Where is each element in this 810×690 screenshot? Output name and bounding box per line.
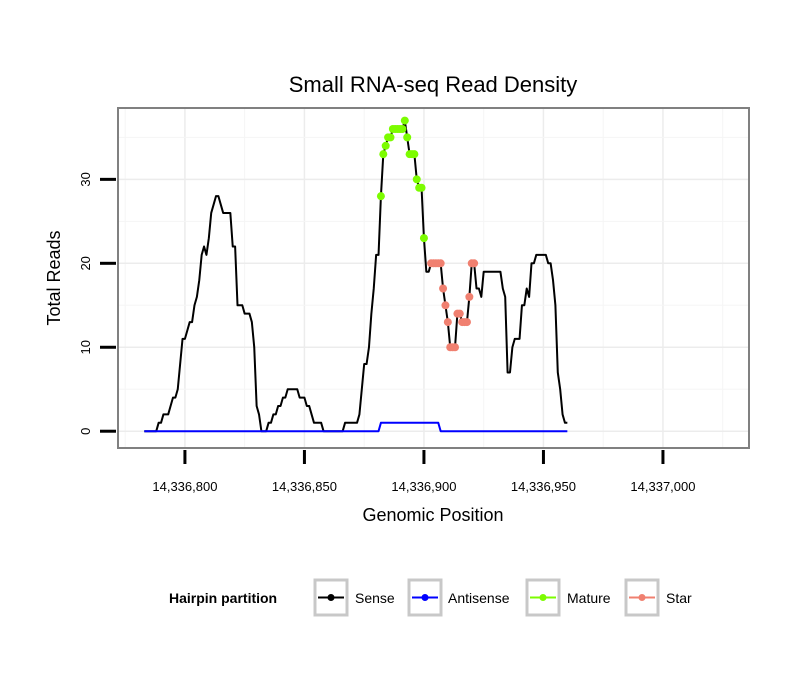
legend-key-point-star bbox=[638, 594, 646, 601]
data-point-mature bbox=[410, 150, 419, 159]
legend-label-mature: Mature bbox=[567, 590, 611, 606]
y-tick-label: 20 bbox=[78, 256, 93, 270]
data-point-mature bbox=[381, 141, 390, 150]
x-tick-label: 14,336,900 bbox=[391, 479, 456, 494]
chart-title: Small RNA-seq Read Density bbox=[289, 72, 578, 97]
data-series bbox=[144, 116, 568, 433]
legend-label-antisense: Antisense bbox=[448, 590, 510, 606]
data-point-mature bbox=[386, 133, 395, 142]
data-point-star bbox=[465, 292, 474, 301]
y-tick-label: 30 bbox=[78, 172, 93, 186]
legend-label-sense: Sense bbox=[355, 590, 395, 606]
data-point-star bbox=[462, 318, 471, 327]
legend-key-point-antisense bbox=[421, 594, 429, 601]
data-point-star bbox=[439, 284, 448, 293]
data-point-mature bbox=[400, 116, 409, 125]
x-tick-label: 14,337,000 bbox=[630, 479, 695, 494]
x-axis-title: Genomic Position bbox=[362, 505, 503, 525]
plot-panel bbox=[118, 108, 749, 448]
x-tick-label: 14,336,800 bbox=[152, 479, 217, 494]
y-axis: 0 10 20 30 bbox=[78, 172, 116, 435]
series-line-antisense bbox=[144, 421, 568, 433]
y-tick-label: 0 bbox=[78, 428, 93, 435]
data-point-mature bbox=[417, 183, 426, 192]
legend-key-point-sense bbox=[327, 594, 335, 601]
data-point-star bbox=[455, 309, 464, 318]
plot-border bbox=[117, 107, 750, 449]
data-point-mature bbox=[398, 124, 407, 133]
legend-title: Hairpin partition bbox=[169, 590, 277, 606]
legend-label-star: Star bbox=[666, 590, 692, 606]
data-point-mature bbox=[376, 192, 385, 201]
legend: Hairpin partition Sense Antisense Mature St… bbox=[169, 578, 692, 617]
data-point-mature bbox=[403, 133, 412, 142]
legend-key-point-mature bbox=[539, 594, 547, 601]
data-point-star bbox=[470, 259, 479, 268]
data-point-star bbox=[451, 343, 460, 352]
data-point-mature bbox=[412, 175, 421, 184]
data-point-mature bbox=[419, 234, 428, 243]
y-axis-title: Total Reads bbox=[44, 230, 64, 325]
x-tick-label: 14,336,950 bbox=[511, 479, 576, 494]
x-tick-label: 14,336,850 bbox=[272, 479, 337, 494]
data-point-star bbox=[443, 318, 452, 327]
data-point-star bbox=[441, 301, 450, 310]
x-axis: 14,336,800 14,336,850 14,336,900 14,336,950… bbox=[152, 450, 695, 494]
data-point-mature bbox=[379, 150, 388, 159]
y-tick-label: 10 bbox=[78, 340, 93, 354]
data-point-star bbox=[436, 259, 445, 268]
series-line-sense bbox=[144, 119, 568, 433]
